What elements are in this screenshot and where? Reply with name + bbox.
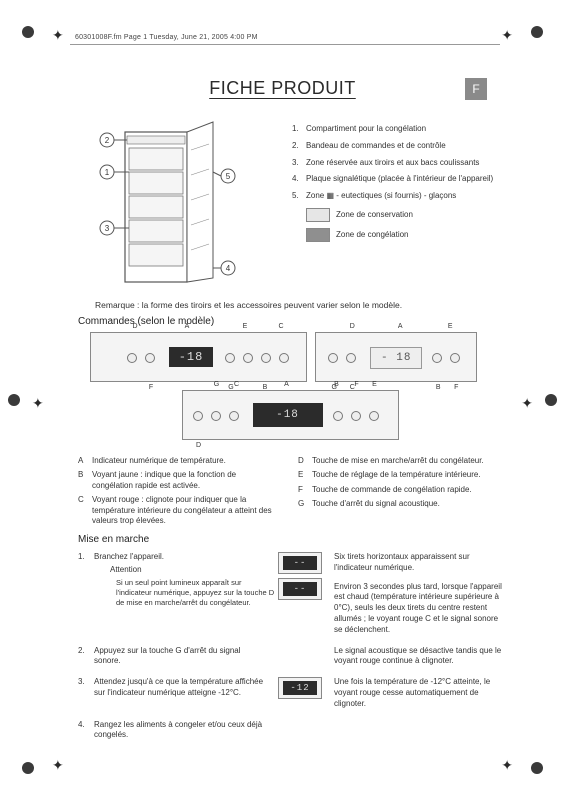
control-panel-3: G C A B F E -18 D [182, 390, 399, 440]
display-icon-dashes-1: -- [278, 552, 322, 574]
svg-text:5: 5 [226, 172, 231, 181]
step-2-left: Appuyez sur la touche G d'arrêt du signa… [94, 646, 268, 668]
legend-swatch-congelation [306, 228, 330, 242]
legend-swatch-conservation [306, 208, 330, 222]
print-header: 60301008F.fm Page 1 Tuesday, June 21, 20… [75, 34, 258, 41]
reg-dot-bl [22, 762, 34, 774]
reg-plus-mr: ✦ [521, 396, 533, 410]
legend-congelation: Zone de congélation [336, 230, 409, 241]
language-badge: F [465, 78, 487, 100]
display-icon-minus12: -12 [278, 677, 322, 699]
section-commands: Commandes (selon le modèle) [78, 316, 214, 327]
reg-plus-br: ✦ [501, 758, 513, 772]
step-1-left: Branchez l'appareil. [94, 552, 276, 563]
svg-text:2: 2 [105, 136, 110, 145]
parts-item-3: Zone réservée aux tiroirs et aux bacs co… [306, 158, 479, 169]
svg-text:4: 4 [226, 264, 231, 273]
reg-dot-ml [8, 394, 20, 406]
step-3-right: Une fois la température de -12°C atteint… [334, 677, 508, 709]
parts-item-5: Zone ▦ - eutectiques (si fournis) - glaç… [306, 191, 456, 202]
step-2-right: Le signal acoustique se désactive tandis… [334, 646, 508, 668]
parts-item-1: Compartiment pour la congélation [306, 124, 426, 135]
reg-plus-tr: ✦ [501, 28, 513, 42]
control-panels: D A E C -18 F G B D A E - 18 G C B F G C… [90, 332, 490, 440]
control-panel-1: D A E C -18 F G B [90, 332, 307, 382]
reg-dot-br [531, 762, 543, 774]
page-title: FICHE PRODUIT [209, 78, 356, 99]
step-4-left: Rangez les aliments à congeler et/ou ceu… [94, 720, 268, 742]
reg-dot-tl [22, 26, 34, 38]
display-icon-dashes-2: -- [278, 578, 322, 600]
svg-text:3: 3 [105, 224, 110, 233]
reg-dot-mr [545, 394, 557, 406]
parts-item-2: Bandeau de commandes et de contrôle [306, 141, 446, 152]
startup-steps: 1. Branchez l'appareil. Attention Si un … [78, 552, 508, 751]
appliance-diagram: 2 1 3 4 5 [95, 120, 250, 290]
svg-text:1: 1 [105, 168, 110, 177]
step-3-left: Attendez jusqu'à ce que la température a… [94, 677, 268, 709]
reg-plus-bl: ✦ [52, 758, 64, 772]
step-1-right-2: Environ 3 secondes plus tard, lorsque l'… [334, 582, 508, 636]
control-panel-2: D A E - 18 G C B F [315, 332, 477, 382]
step-1-sub: Si un seul point lumineux apparaît sur l… [116, 578, 276, 608]
reg-plus-ml: ✦ [32, 396, 44, 410]
legend-conservation: Zone de conservation [336, 210, 413, 221]
print-rule [70, 44, 500, 45]
remark-text: Remarque : la forme des tiroirs et les a… [95, 300, 402, 310]
step-1-attention: Attention [110, 565, 276, 576]
control-definitions: AIndicateur numérique de température. BV… [78, 456, 498, 530]
reg-plus-tl: ✦ [52, 28, 64, 42]
parts-list: 1.Compartiment pour la congélation 2.Ban… [292, 124, 507, 242]
section-startup: Mise en marche [78, 534, 149, 545]
parts-item-4: Plaque signalétique (placée à l'intérieu… [306, 174, 493, 185]
reg-dot-tr [531, 26, 543, 38]
step-1-right-1: Six tirets horizontaux apparaissent sur … [334, 552, 508, 574]
